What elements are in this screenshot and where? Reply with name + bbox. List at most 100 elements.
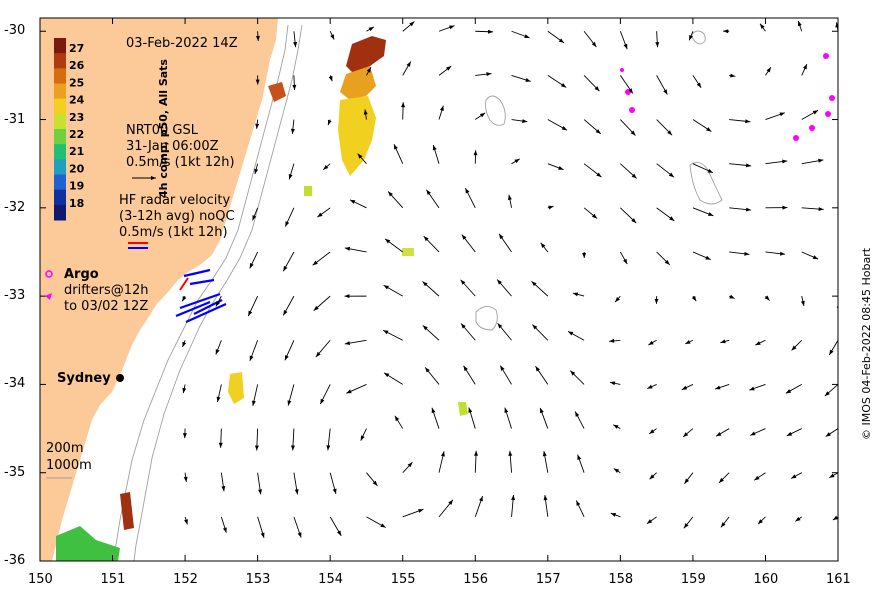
hf-vector-3 xyxy=(185,302,227,324)
current-arrowhead xyxy=(540,242,546,248)
colorbar-tick-label: 22 xyxy=(69,128,84,141)
current-arrowhead xyxy=(497,323,503,329)
current-arrowhead xyxy=(461,323,466,329)
current-arrowhead xyxy=(463,365,468,372)
current-arrowhead xyxy=(764,295,770,301)
argo-float-5 xyxy=(829,95,835,101)
current-arrow xyxy=(837,207,838,209)
current-arrowhead xyxy=(825,432,831,437)
depth-contour-seamount-4 xyxy=(691,30,706,45)
hf-vector-6 xyxy=(189,278,215,286)
lat-tick-label: -34 xyxy=(4,376,26,392)
current-arrowhead xyxy=(812,110,819,115)
depth-contour-1000m xyxy=(133,24,303,561)
current-arrowhead xyxy=(560,83,567,88)
current-arrowhead xyxy=(255,123,260,129)
current-arrowhead xyxy=(782,205,788,210)
current-arrowhead xyxy=(824,391,830,397)
current-arrowhead xyxy=(465,188,470,194)
current-arrowhead xyxy=(383,285,389,290)
current-arrowhead xyxy=(623,258,628,265)
sst-patch-south-green xyxy=(56,526,120,561)
current-arrowhead xyxy=(577,454,582,460)
sst-patch-small-1 xyxy=(458,402,468,416)
current-arrowhead xyxy=(689,34,693,41)
current-arrowhead xyxy=(500,365,505,371)
argo-float-4 xyxy=(823,53,829,59)
current-arrowhead xyxy=(812,255,819,260)
current-arrowhead xyxy=(631,173,637,179)
current-arrowhead xyxy=(540,407,544,414)
current-arrowhead xyxy=(473,150,478,156)
current-arrowhead xyxy=(393,144,398,150)
current-arrowhead xyxy=(575,411,580,417)
current-arrowhead xyxy=(663,89,668,95)
current-arrowhead xyxy=(406,61,411,67)
current-arrowhead xyxy=(591,213,598,219)
colorbar-tick-label: 19 xyxy=(69,180,84,193)
current-arrowhead xyxy=(283,310,288,316)
current-arrowhead xyxy=(479,112,486,118)
gsl-line-2: 31-Jan 06:00Z xyxy=(126,139,219,154)
current-arrowhead xyxy=(730,73,736,78)
hf-vector-1 xyxy=(175,300,211,318)
current-arrowhead xyxy=(255,35,260,42)
current-arrowhead xyxy=(448,499,453,505)
map-title-date: 03-Feb-2022 14Z xyxy=(126,36,238,51)
hf-vector-2 xyxy=(179,292,221,310)
current-arrowhead xyxy=(499,233,504,240)
current-arrowhead xyxy=(613,424,619,429)
current-arrowhead xyxy=(558,166,564,170)
current-arrowhead xyxy=(572,292,579,297)
current-arrowhead xyxy=(486,72,492,77)
current-arrowhead xyxy=(623,43,628,50)
current-arrowhead xyxy=(535,366,540,372)
current-arrowhead xyxy=(745,207,752,212)
current-arrowhead xyxy=(594,86,600,92)
current-arrowhead xyxy=(654,298,659,304)
current-arrowhead xyxy=(288,174,293,180)
sst-patches xyxy=(56,36,468,561)
colorbar-tick-label: 23 xyxy=(69,111,84,124)
current-arrowhead xyxy=(330,34,335,40)
lon-tick-label: 150 xyxy=(28,572,53,587)
current-arrowhead xyxy=(558,38,565,43)
current-arrowhead xyxy=(460,279,466,285)
current-arrowhead xyxy=(344,246,351,251)
current-arrowhead xyxy=(851,211,856,215)
hf-vector-5 xyxy=(183,268,211,278)
current-arrowhead xyxy=(610,513,617,517)
sst-patch-north-yellow xyxy=(338,96,376,176)
current-arrowhead xyxy=(337,530,342,536)
lon-tick-label: 155 xyxy=(390,572,416,587)
current-arrowhead xyxy=(757,519,763,525)
current-arrowhead xyxy=(691,295,697,302)
current-arrowhead xyxy=(474,450,478,456)
current-arrowhead xyxy=(646,519,653,524)
current-arrowhead xyxy=(543,495,548,501)
axis-ticks xyxy=(39,18,839,562)
lat-tick-label: -30 xyxy=(4,23,26,39)
lat-tick-label: -36 xyxy=(4,553,26,568)
current-arrowhead xyxy=(320,398,325,405)
current-arrowhead xyxy=(182,433,187,439)
current-arrowhead xyxy=(292,84,297,90)
current-arrowhead xyxy=(461,234,467,240)
current-arrowhead xyxy=(284,354,289,361)
current-arrowhead xyxy=(183,476,188,482)
current-arrowhead xyxy=(317,212,323,218)
current-arrowhead xyxy=(818,207,824,212)
current-arrowhead xyxy=(383,330,389,335)
current-arrowhead xyxy=(254,445,259,451)
current-arrowhead xyxy=(681,385,688,390)
current-arrowhead xyxy=(754,475,760,481)
current-arrowhead xyxy=(346,389,352,394)
sst-patch-small-2 xyxy=(304,186,312,196)
colorbar-tick-label: 26 xyxy=(69,59,85,72)
current-arrowhead xyxy=(568,331,574,336)
lat-tick-label: -32 xyxy=(4,199,26,215)
current-arrowhead xyxy=(720,522,726,528)
current-arrowhead xyxy=(507,194,512,201)
colorbar-swatch xyxy=(54,174,66,191)
current-arrowhead xyxy=(684,478,690,484)
